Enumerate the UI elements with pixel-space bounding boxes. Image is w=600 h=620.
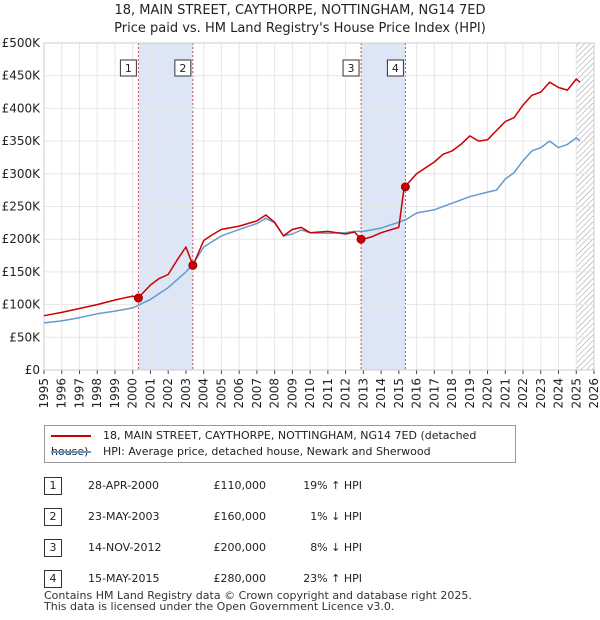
x-tick-label: 2020 <box>481 378 495 409</box>
x-tick-label: 1996 <box>55 378 69 409</box>
x-tick-label: 1999 <box>108 378 122 409</box>
legend-item-property: 18, MAIN STREET, CAYTHORPE, NOTTINGHAM, … <box>51 428 515 458</box>
sale-point <box>356 234 366 244</box>
x-tick-label: 2000 <box>126 378 140 409</box>
sale-hpi-diff: 23% ↑ HPI <box>303 572 362 585</box>
price-chart: £0 £50K £100K £150K £200K £250K £300K £350K £400… <box>2 36 600 409</box>
plot-border <box>43 42 595 371</box>
sale-point <box>400 182 410 192</box>
sale-number: 3 <box>44 539 62 557</box>
x-tick-label: 2019 <box>463 378 477 409</box>
x-tick-label: 2012 <box>339 378 353 409</box>
legend-label-hpi: HPI: Average price, detached house, Newa… <box>103 445 431 458</box>
x-tick-label: 2006 <box>232 378 246 409</box>
legend: 18, MAIN STREET, CAYTHORPE, NOTTINGHAM, … <box>44 425 516 463</box>
legend-item-hpi: HPI: Average price, detached house, Newa… <box>51 444 431 460</box>
sale-number: 2 <box>44 508 62 526</box>
x-tick-label: 2022 <box>516 378 530 409</box>
sale-price: £280,000 <box>213 572 267 585</box>
x-tick-label: 2009 <box>285 378 299 409</box>
sale-date: 15-MAY-2015 <box>88 572 160 585</box>
y-tick-label: £500K <box>2 36 42 50</box>
x-tick-label: 2025 <box>569 378 583 409</box>
x-tick-label: 2010 <box>303 378 317 409</box>
x-tick-label: 2026 <box>587 378 600 409</box>
sale-label-text: 1 <box>125 62 132 75</box>
sale-point <box>188 260 198 270</box>
sale-point <box>133 293 143 303</box>
y-tick-label: £450K <box>2 69 42 83</box>
y-tick-label: £0 <box>25 363 40 377</box>
chart-title-line-1: 18, MAIN STREET, CAYTHORPE, NOTTINGHAM, … <box>114 3 486 18</box>
footer: Contains HM Land Registry data © Crown c… <box>44 590 472 612</box>
x-tick-label: 2003 <box>179 378 193 409</box>
x-tick-label: 2013 <box>356 378 370 409</box>
chart-title-line-2: Price paid vs. HM Land Registry's House … <box>114 21 486 36</box>
legend-swatch-hpi <box>51 451 91 453</box>
x-tick-label: 2014 <box>374 378 388 409</box>
sale-label-text: 2 <box>179 62 186 75</box>
sale-date: 28-APR-2000 <box>88 479 160 492</box>
sale-label-box <box>119 59 137 77</box>
sale-price: £160,000 <box>213 510 267 523</box>
x-tick-label: 2001 <box>143 378 157 409</box>
x-tick-label: 2008 <box>268 378 282 409</box>
sale-label-box <box>174 59 192 77</box>
table-row: 1 28-APR-2000 £110,000 19% ↑ HPI <box>44 470 504 501</box>
x-tick-label: 2024 <box>552 378 566 409</box>
sale-label-text: 4 <box>392 62 399 75</box>
sale-label-text: 3 <box>348 62 355 75</box>
sale-hpi-diff: 8% ↓ HPI <box>310 541 362 554</box>
x-tick-label: 2023 <box>534 378 548 409</box>
sale-price: £200,000 <box>213 541 267 554</box>
y-tick-label: £250K <box>2 200 42 214</box>
x-tick-label: 2011 <box>321 378 335 409</box>
y-tick-label: £100K <box>2 298 42 312</box>
x-tick-label: 2004 <box>197 378 211 409</box>
y-tick-label: £200K <box>2 232 42 246</box>
sale-hpi-diff: 19% ↑ HPI <box>303 479 362 492</box>
chart-title: 18, MAIN STREET, CAYTHORPE, NOTTINGHAM, … <box>0 2 600 38</box>
y-tick-label: £350K <box>2 134 42 148</box>
sale-label-box <box>342 59 360 77</box>
x-tick-label: 1995 <box>37 378 51 409</box>
legend-swatch-property <box>51 435 91 437</box>
y-tick-label: £50K <box>9 330 41 344</box>
sale-date: 14-NOV-2012 <box>88 541 162 554</box>
y-tick-label: £150K <box>2 265 42 279</box>
sale-date: 23-MAY-2003 <box>88 510 160 523</box>
y-tick-label: £400K <box>2 101 42 115</box>
series-line-hpi <box>43 137 581 324</box>
series-line-property <box>43 78 581 317</box>
sales-table: 1 28-APR-2000 £110,000 19% ↑ HPI 2 23-MA… <box>44 470 504 594</box>
x-tick-label: 2015 <box>392 378 406 409</box>
x-tick-label: 2007 <box>250 378 264 409</box>
x-tick-label: 2017 <box>427 378 441 409</box>
x-tick-label: 2002 <box>161 378 175 409</box>
x-tick-label: 2018 <box>445 378 459 409</box>
y-tick-label: £300K <box>2 167 42 181</box>
footer-copyright: Contains HM Land Registry data © Crown c… <box>44 589 472 602</box>
x-tick-label: 2005 <box>214 378 228 409</box>
sale-hpi-diff: 1% ↓ HPI <box>310 510 362 523</box>
sale-number: 4 <box>44 570 62 588</box>
x-tick-label: 2021 <box>498 378 512 409</box>
sale-label-box <box>386 59 404 77</box>
x-tick-label: 1997 <box>72 378 86 409</box>
table-row: 4 15-MAY-2015 £280,000 23% ↑ HPI <box>44 563 504 594</box>
table-row: 3 14-NOV-2012 £200,000 8% ↓ HPI <box>44 532 504 563</box>
footer-licence: This data is licensed under the Open Gov… <box>44 600 395 613</box>
sale-price: £110,000 <box>213 479 267 492</box>
sale-number: 1 <box>44 477 62 495</box>
x-tick-label: 2016 <box>410 378 424 409</box>
table-row: 2 23-MAY-2003 £160,000 1% ↓ HPI <box>44 501 504 532</box>
x-tick-label: 1998 <box>90 378 104 409</box>
